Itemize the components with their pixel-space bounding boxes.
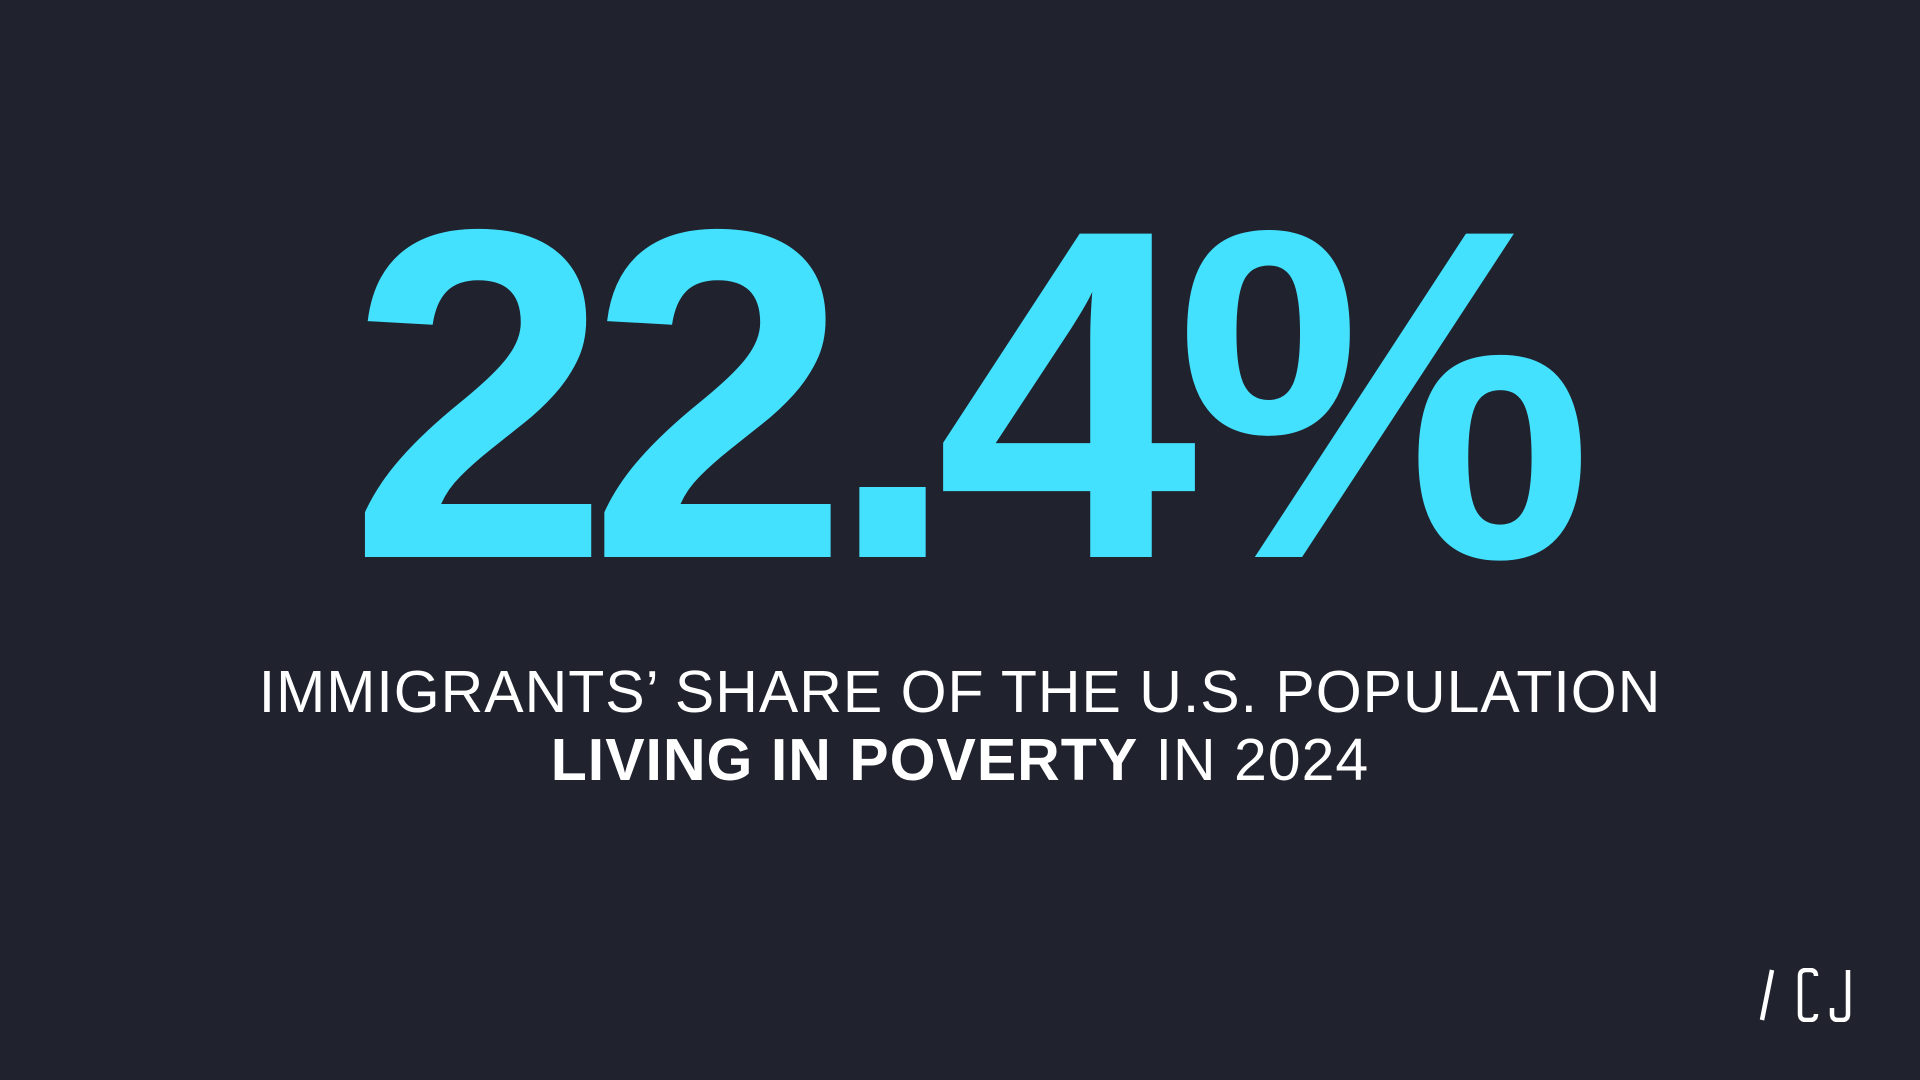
caption-emphasis: LIVING IN POVERTY [550, 727, 1139, 793]
caption: IMMIGRANTS’ SHARE OF THE U.S. POPULATION… [0, 658, 1920, 794]
cj-logo [1758, 968, 1858, 1022]
caption-line-1: IMMIGRANTS’ SHARE OF THE U.S. POPULATION [258, 659, 1662, 725]
caption-line-2: LIVING IN POVERTY IN 2024 [0, 726, 1920, 794]
headline-stat: 22.4% [348, 132, 1594, 657]
slash-cj-logo-icon [1759, 968, 1851, 1022]
caption-line-2-rest: IN 2024 [1138, 727, 1370, 793]
